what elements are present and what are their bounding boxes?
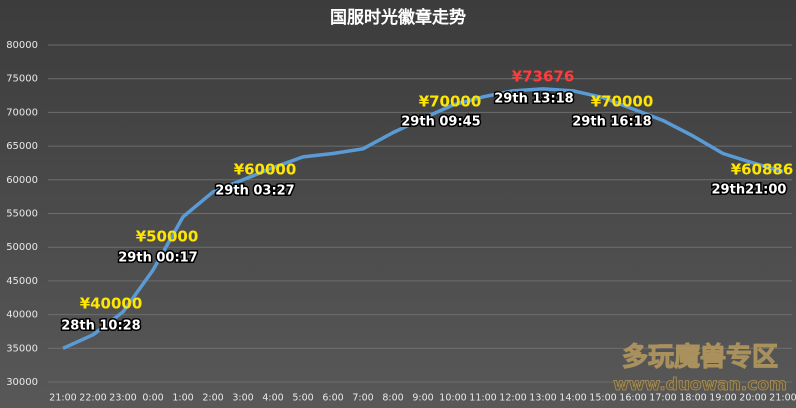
annotation-time: 28th 10:28 xyxy=(61,319,140,334)
x-tick-label: 22:00 xyxy=(79,393,106,404)
y-tick-label: 40000 xyxy=(6,310,38,321)
annotation-price: ¥40000 xyxy=(80,295,143,313)
y-tick-label: 35000 xyxy=(6,343,38,354)
chart-title: 国服时光徽章走势 xyxy=(330,7,466,28)
x-tick-label: 12:00 xyxy=(499,393,526,404)
x-tick-label: 7:00 xyxy=(352,393,373,404)
x-tick-label: 2:00 xyxy=(202,393,223,404)
x-tick-label: 19:00 xyxy=(709,393,736,404)
x-tick-label: 21:00 xyxy=(769,393,796,404)
x-tick-label: 10:00 xyxy=(439,393,466,404)
annotation-price: ¥70000 xyxy=(591,93,654,111)
annotation-price: ¥73676 xyxy=(512,68,575,86)
x-tick-label: 23:00 xyxy=(109,393,136,404)
x-tick-label: 16:00 xyxy=(619,393,646,404)
annotation-time: 29th 03:27 xyxy=(215,184,294,199)
annotation-price: ¥60000 xyxy=(234,161,297,179)
x-tick-label: 11:00 xyxy=(469,393,496,404)
annotation-time: 29th 13:18 xyxy=(494,92,573,107)
y-tick-label: 30000 xyxy=(6,377,38,388)
x-tick-label: 3:00 xyxy=(232,393,253,404)
annotation-time: 29th 00:17 xyxy=(118,251,197,266)
x-tick-label: 17:00 xyxy=(649,393,676,404)
x-tick-label: 21:00 xyxy=(49,393,76,404)
x-tick-label: 9:00 xyxy=(412,393,433,404)
x-tick-label: 14:00 xyxy=(559,393,586,404)
y-tick-label: 70000 xyxy=(6,107,38,118)
x-tick-label: 13:00 xyxy=(529,393,556,404)
y-tick-label: 45000 xyxy=(6,276,38,287)
x-tick-label: 18:00 xyxy=(679,393,706,404)
y-tick-label: 60000 xyxy=(6,175,38,186)
annotation-time: 29th21:00 xyxy=(712,183,787,198)
y-tick-label: 80000 xyxy=(6,40,38,51)
y-tick-label: 75000 xyxy=(6,74,38,85)
x-tick-label: 15:00 xyxy=(589,393,616,404)
x-tick-label: 6:00 xyxy=(322,393,343,404)
annotation-time: 29th 09:45 xyxy=(401,115,480,130)
y-tick-label: 55000 xyxy=(6,209,38,220)
annotation-price: ¥50000 xyxy=(136,228,199,246)
x-tick-label: 4:00 xyxy=(262,393,283,404)
y-tick-label: 50000 xyxy=(6,242,38,253)
x-tick-label: 8:00 xyxy=(382,393,403,404)
y-tick-label: 65000 xyxy=(6,141,38,152)
data-line xyxy=(62,87,784,350)
annotation-price: ¥60886 xyxy=(731,161,794,179)
watermark-title: 多玩魔兽专区 xyxy=(622,342,778,373)
watermark-url: www.duowan.com xyxy=(613,375,787,395)
x-tick-label: 1:00 xyxy=(172,393,193,404)
x-tick-label: 20:00 xyxy=(739,393,766,404)
annotation-time: 29th 16:18 xyxy=(572,115,651,130)
x-tick-label: 5:00 xyxy=(292,393,313,404)
x-tick-label: 0:00 xyxy=(142,393,163,404)
annotation-price: ¥70000 xyxy=(419,93,482,111)
